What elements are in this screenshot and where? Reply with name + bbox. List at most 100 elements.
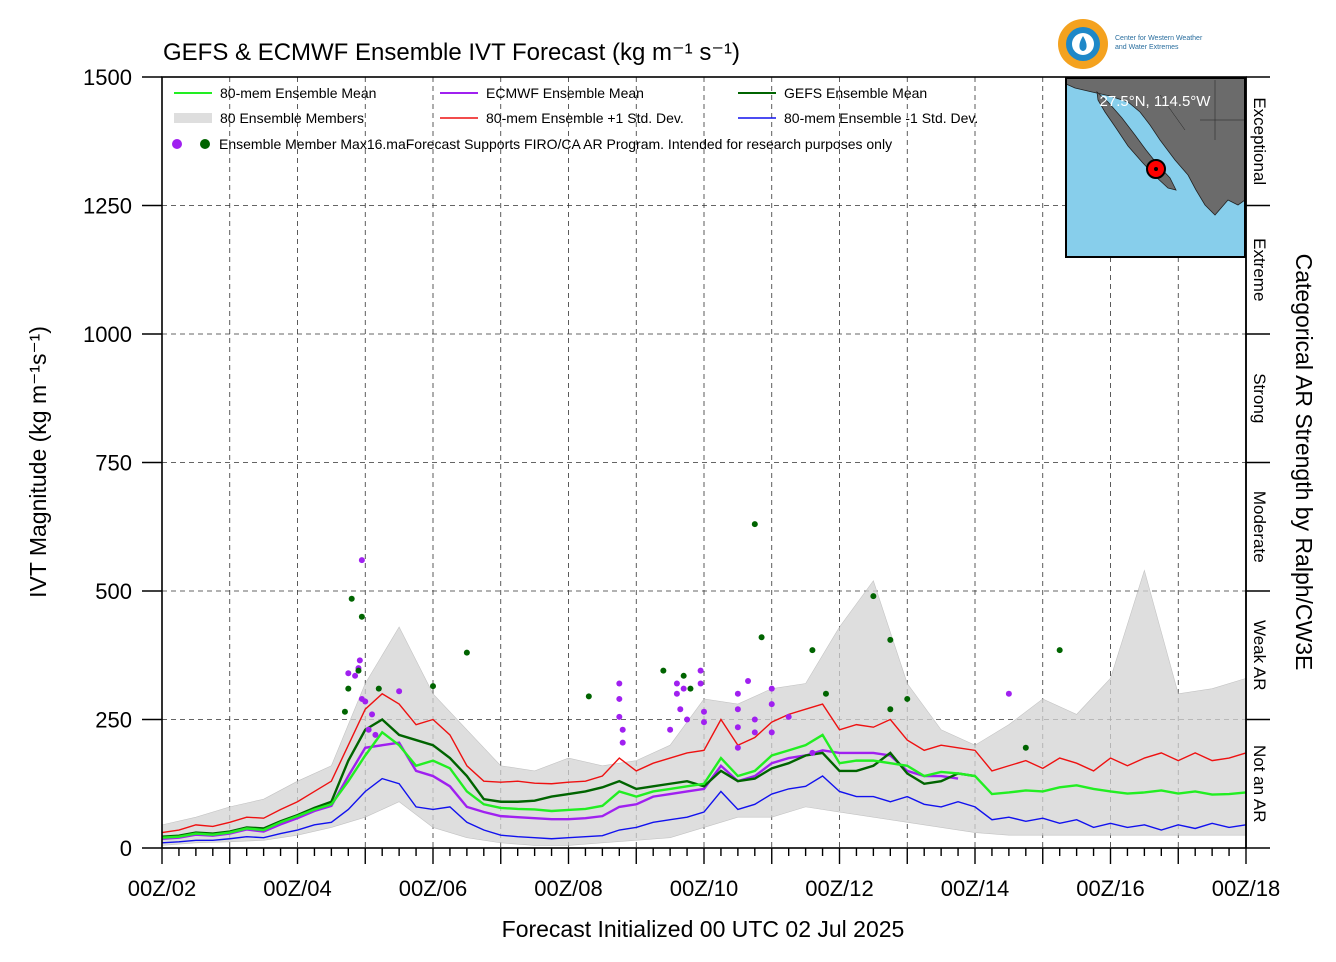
member-max-point xyxy=(887,706,894,713)
member-max-point xyxy=(768,701,775,708)
map-borders xyxy=(1159,80,1245,140)
member-max-point xyxy=(887,636,894,643)
cw3e-logo: Center for Western Weather and Water Ext… xyxy=(1058,19,1203,69)
member-max-point xyxy=(701,719,707,726)
legend-label-mean: 80-mem Ensemble Mean xyxy=(220,85,376,101)
x-tick-label: 00Z/02 xyxy=(128,876,197,901)
y-tick-label: 250 xyxy=(95,708,132,733)
y-tick-label: 750 xyxy=(95,451,132,476)
member-max-point xyxy=(751,521,758,528)
x-axis-label: Forecast Initialized 00 UTC 02 Jul 2025 xyxy=(502,916,905,942)
member-max-point xyxy=(430,683,436,690)
legend-label-ecmwf-mean: ECMWF Ensemble Mean xyxy=(486,85,644,101)
y-tick-label: 1000 xyxy=(83,322,132,347)
chart-title: GEFS & ECMWF Ensemble IVT Forecast (kg m… xyxy=(163,39,740,66)
member-max-point xyxy=(341,708,348,715)
member-max-point xyxy=(345,670,352,677)
member-max-point xyxy=(362,698,369,705)
category-label: Not an AR xyxy=(1250,745,1269,823)
logo-text-line2: and Water Extremes xyxy=(1115,44,1179,51)
series-line-minus-sd xyxy=(161,775,1247,844)
location-marker-dot xyxy=(1154,167,1158,171)
member-max-point xyxy=(372,731,379,738)
member-max-point xyxy=(358,613,365,620)
member-max-point xyxy=(352,672,359,679)
map-land-mainland xyxy=(1065,77,1246,216)
plot-area: 00Z/02 00Z/04 00Z/06 00Z/08 00Z/10 00Z/12 00Z/… xyxy=(83,65,1280,901)
member-max-point xyxy=(463,649,470,656)
member-max-point xyxy=(345,685,352,692)
series-line-plus-sd xyxy=(161,692,1247,834)
x-tick-label: 00Z/10 xyxy=(670,876,739,901)
member-max-point xyxy=(1056,647,1063,654)
legend-label-members: 80 Ensemble Members xyxy=(220,110,364,126)
x-tick-label: 00Z/14 xyxy=(941,876,1010,901)
y-tick-label: 0 xyxy=(120,836,132,861)
member-max-point xyxy=(697,667,704,674)
category-label: Moderate xyxy=(1250,491,1269,563)
legend-label-gefs-mean: GEFS Ensemble Mean xyxy=(784,85,927,101)
category-label: Extreme xyxy=(1250,238,1269,301)
member-max-point xyxy=(616,680,623,687)
member-max-point xyxy=(768,685,775,692)
member-max-point xyxy=(369,711,376,718)
member-max-point xyxy=(619,726,626,733)
member-max-point xyxy=(1022,744,1029,751)
member-max-point xyxy=(684,716,691,723)
legend-marker-ecmwf-max xyxy=(172,139,182,149)
map-frame xyxy=(1065,77,1246,258)
series-line-mean xyxy=(161,730,1247,839)
member-max-point xyxy=(734,706,741,713)
member-max-point xyxy=(809,749,816,756)
location-label: 27.5°N, 114.5°W xyxy=(1100,93,1212,110)
member-max-point xyxy=(680,672,687,679)
right-axis-label: Categorical AR Strength by Ralph/CW3E xyxy=(1291,254,1317,671)
member-max-point xyxy=(358,557,365,564)
y-axis-label: IVT Magnitude (kg m⁻¹s⁻¹) xyxy=(25,326,51,598)
member-max-point xyxy=(904,695,911,702)
water-drop-icon xyxy=(1079,36,1087,51)
x-tick-label: 00Z/08 xyxy=(534,876,603,901)
member-max-point xyxy=(751,729,758,736)
category-label: Weak AR xyxy=(1250,620,1269,691)
category-label: Exceptional xyxy=(1250,97,1269,185)
member-max-point xyxy=(677,706,684,713)
member-max-point xyxy=(667,726,674,733)
member-max-point xyxy=(616,713,623,720)
member-max-point xyxy=(734,690,741,697)
member-max-point xyxy=(585,693,592,700)
location-inset-map: 27.5°N, 114.5°W xyxy=(1065,77,1246,258)
member-max-point xyxy=(768,729,775,736)
member-max-point xyxy=(673,680,680,687)
member-max-point xyxy=(687,685,694,692)
member-max-point xyxy=(680,685,687,692)
member-max-point xyxy=(734,744,741,751)
member-max-point xyxy=(356,657,363,664)
member-max-point xyxy=(616,695,623,702)
member-max-point xyxy=(348,595,355,602)
y-tick-label: 1250 xyxy=(83,194,132,219)
member-max-point xyxy=(701,708,707,715)
member-max-point xyxy=(734,724,741,731)
member-max-point xyxy=(758,634,765,641)
x-tick-label: 00Z/04 xyxy=(263,876,332,901)
series-line-ecmwf-mean xyxy=(161,741,959,840)
logo-text-line1: Center for Western Weather xyxy=(1115,35,1203,42)
member-max-point xyxy=(785,713,792,720)
legend-label-plus-sd: 80-mem Ensemble +1 Std. Dev. xyxy=(486,110,684,126)
member-max-point xyxy=(355,667,362,674)
y-tick-label: 1500 xyxy=(83,65,132,90)
member-max-point xyxy=(870,593,877,600)
member-max-point xyxy=(1005,690,1012,697)
legend-label-minus-sd: 80-mem Ensemble -1 Std. Dev. xyxy=(784,110,978,126)
x-tick-label: 00Z/16 xyxy=(1076,876,1145,901)
member-max-point xyxy=(396,688,403,695)
x-tick-label: 00Z/12 xyxy=(805,876,874,901)
category-label: Strong xyxy=(1250,373,1269,423)
member-max-point xyxy=(619,739,626,746)
member-max-point xyxy=(822,690,829,697)
member-max-point xyxy=(697,680,704,687)
member-max-point xyxy=(673,690,680,697)
member-max-point xyxy=(375,685,382,692)
